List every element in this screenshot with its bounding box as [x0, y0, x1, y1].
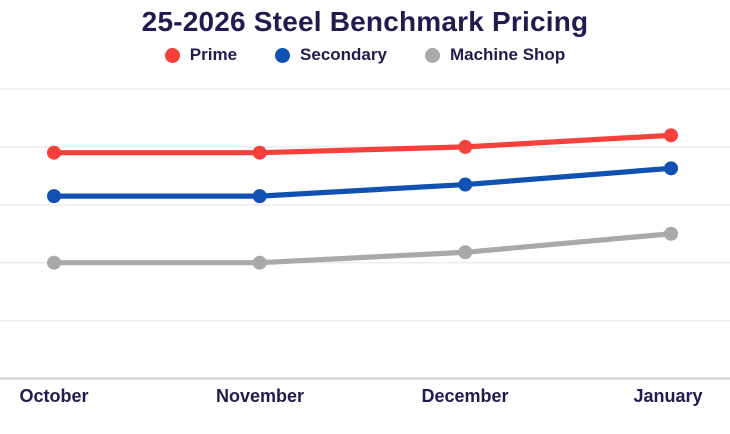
machine-shop-series-dot-icon [424, 47, 440, 63]
x-axis-label-december: December [421, 386, 509, 406]
data-point-secondary-january [664, 161, 678, 176]
data-point-secondary-november [252, 189, 267, 204]
legend-label-machine-shop: Machine Shop [449, 45, 566, 64]
x-axis-label-january: January [633, 386, 703, 406]
data-point-secondary-december [458, 177, 473, 192]
data-point-machine-shop-december [458, 245, 473, 260]
legend-label-prime: Prime [189, 45, 238, 64]
data-point-machine-shop-january [664, 226, 678, 241]
legend-item-prime[interactable]: Prime [164, 45, 238, 65]
x-axis-label-november: November [215, 386, 305, 406]
data-point-prime-november [252, 145, 267, 160]
series-line-machine-shop [51, 231, 674, 266]
data-point-prime-october [47, 145, 61, 160]
series-line-prime [51, 132, 674, 156]
data-point-machine-shop-october [47, 255, 61, 270]
data-point-prime-january [664, 128, 678, 143]
secondary-series-dot-icon [275, 47, 291, 63]
legend-item-machine-shop[interactable]: Machine Shop [424, 45, 566, 65]
x-axis-label-october: October [19, 386, 89, 406]
legend: Prime Secondary Machine Shop [0, 45, 730, 65]
data-point-prime-december [458, 139, 473, 154]
data-point-machine-shop-november [252, 255, 267, 270]
chart-title: 25-2026 Steel Benchmark Pricing [141, 6, 589, 37]
legend-label-secondary: Secondary [300, 45, 387, 64]
legend-item-secondary[interactable]: Secondary [275, 45, 387, 65]
series-line-secondary [51, 165, 674, 199]
prime-series-dot-icon [164, 47, 180, 63]
data-point-secondary-october [47, 189, 61, 204]
